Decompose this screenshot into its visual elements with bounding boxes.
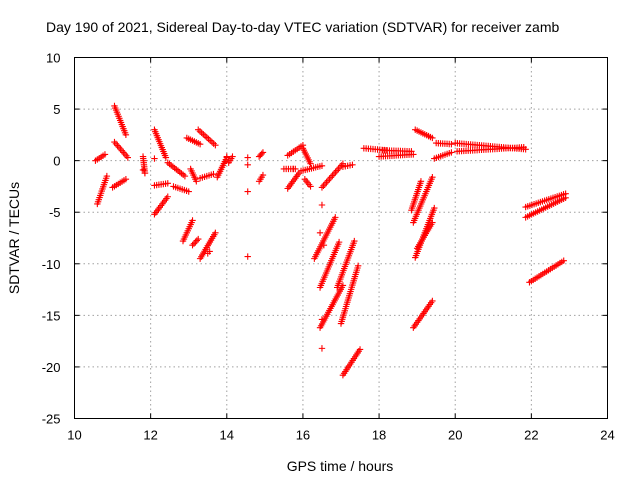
data-point-isolated — [151, 155, 158, 162]
data-point — [122, 131, 130, 139]
data-point — [332, 214, 339, 221]
data-point — [408, 148, 415, 155]
data-point — [431, 204, 438, 212]
data-point — [212, 141, 219, 149]
data-point — [164, 193, 171, 200]
data-point — [448, 140, 455, 148]
data-point — [193, 178, 200, 185]
data-point-isolated — [244, 161, 251, 168]
data-point-isolated — [320, 242, 328, 249]
data-point — [429, 173, 436, 181]
data-point-isolated — [206, 248, 213, 255]
data-point — [258, 150, 265, 157]
data-point — [195, 235, 202, 243]
data-point — [307, 183, 314, 190]
data-point — [189, 217, 196, 224]
data-point — [349, 161, 356, 168]
x-tick-label: 22 — [524, 428, 538, 443]
data-point — [212, 229, 219, 237]
data-point — [101, 151, 109, 158]
data-point — [210, 170, 217, 178]
x-tick-label: 24 — [600, 428, 614, 443]
data-point-isolated — [223, 153, 230, 160]
data-point — [429, 134, 436, 142]
data-point — [259, 149, 267, 156]
x-tick-label: 10 — [67, 428, 81, 443]
x-tick-label: 16 — [296, 428, 310, 443]
data-point — [429, 297, 436, 305]
data-point — [162, 154, 170, 161]
y-tick-label: 5 — [53, 102, 60, 117]
plot-frame — [74, 57, 608, 419]
y-axis-title: SDTVAR / TECUs — [6, 182, 22, 294]
data-points — [92, 102, 569, 379]
x-tick-label: 14 — [220, 428, 234, 443]
data-point-isolated — [141, 169, 149, 177]
data-point — [307, 160, 314, 167]
data-point — [185, 188, 192, 195]
data-point-isolated — [290, 165, 297, 173]
data-point — [193, 237, 201, 244]
data-point-isolated — [244, 154, 251, 161]
data-point — [356, 346, 364, 353]
data-point — [189, 242, 196, 249]
y-tick-labels: -25 -20 -15 -10 -5 0 5 10 — [42, 51, 61, 427]
data-point — [520, 144, 527, 151]
data-point — [354, 262, 362, 270]
data-point-isolated — [244, 253, 251, 260]
data-point-isolated — [318, 316, 326, 323]
data-point — [429, 219, 436, 226]
chart-title: Day 190 of 2021, Sidereal Day-to-day VTE… — [46, 19, 559, 35]
data-point — [124, 154, 131, 161]
grid-lines — [74, 57, 608, 419]
y-tick-label: -10 — [42, 257, 61, 272]
data-point — [181, 172, 189, 180]
x-tick-label: 18 — [372, 428, 386, 443]
data-point-isolated — [244, 188, 251, 195]
tick-marks — [74, 57, 608, 419]
data-point-isolated — [316, 229, 324, 237]
data-point — [351, 237, 358, 245]
y-tick-label: -15 — [42, 308, 61, 323]
x-tick-label: 20 — [448, 428, 462, 443]
data-point — [192, 238, 199, 246]
data-point-isolated — [318, 345, 326, 352]
x-axis-title: GPS time / hours — [287, 458, 394, 474]
data-point — [103, 172, 111, 180]
data-point — [122, 176, 130, 183]
data-point — [318, 162, 326, 169]
data-point — [259, 171, 267, 179]
data-point — [229, 153, 236, 160]
x-tick-labels: 10 12 14 16 18 20 22 24 — [67, 428, 614, 443]
y-tick-label: -5 — [49, 205, 61, 220]
data-point — [560, 257, 567, 264]
data-point — [196, 140, 204, 148]
data-point — [339, 282, 347, 289]
data-point-isolated — [318, 201, 326, 209]
data-point — [190, 240, 198, 247]
data-point — [417, 178, 425, 185]
y-tick-label: -25 — [42, 412, 61, 427]
data-point — [448, 149, 455, 156]
y-tick-label: -20 — [42, 360, 61, 375]
data-point — [164, 180, 171, 187]
data-point — [562, 194, 569, 201]
y-tick-label: 10 — [46, 51, 60, 66]
y-tick-label: 0 — [53, 154, 60, 169]
data-point — [335, 238, 343, 246]
x-tick-label: 12 — [143, 428, 157, 443]
